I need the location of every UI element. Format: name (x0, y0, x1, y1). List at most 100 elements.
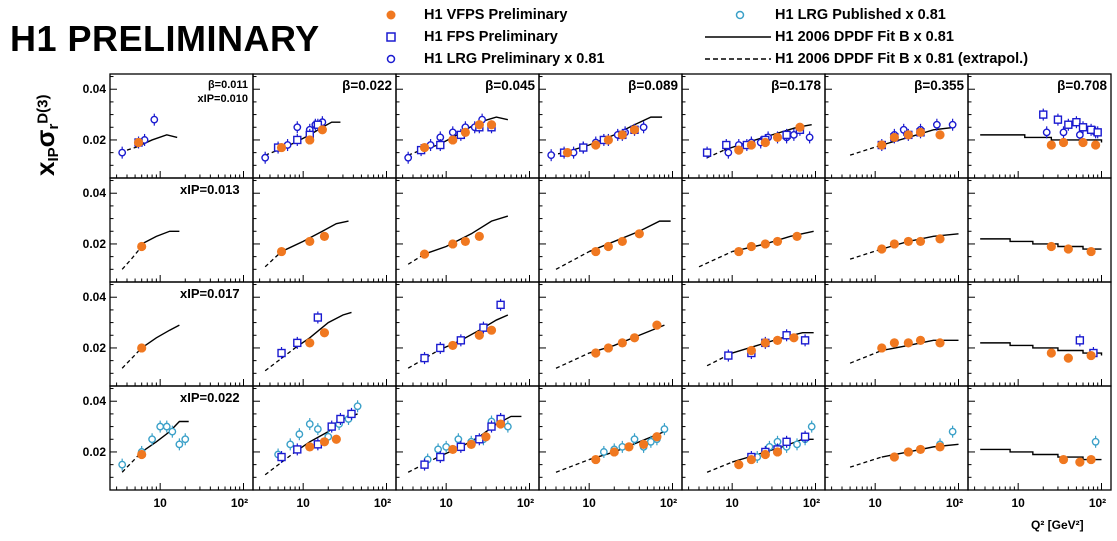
fps-point (1078, 123, 1088, 132)
x-axis-label: Q² [GeV²] (1031, 518, 1084, 532)
vfps-point (617, 338, 627, 348)
vfps-point (889, 239, 899, 249)
fps-point (1039, 110, 1048, 119)
lrg-published-point (156, 422, 165, 431)
fit-extrapolated-line (264, 451, 296, 476)
vfps-point (734, 145, 744, 155)
fps-point (800, 336, 810, 345)
vfps-point (460, 127, 470, 137)
fit-line (732, 230, 814, 253)
panel-r0-c3: β=0.089 (538, 73, 683, 179)
x-tick-label: 10² (946, 496, 963, 510)
panel-r2-c1 (252, 281, 397, 387)
panel-r1-c4 (681, 177, 826, 283)
lrg-published-point (168, 427, 177, 436)
panel-r0-c5: β=0.355 (824, 73, 969, 179)
fps-point (496, 300, 505, 310)
fps-point (293, 338, 302, 348)
fps-point (722, 140, 731, 150)
lrg-published-point (630, 435, 639, 444)
vfps-point (331, 434, 341, 444)
vfps-point (305, 236, 315, 247)
panel-frame (824, 177, 969, 283)
vfps-point (734, 460, 744, 470)
fps-point (1053, 115, 1063, 124)
panel-r3-c6: 10 10² (967, 385, 1112, 510)
vfps-point (591, 140, 601, 150)
vfps-point (603, 343, 613, 353)
vfps-point (319, 328, 330, 338)
fps-point (313, 120, 323, 129)
panel-r3-c4: 10 10² (681, 385, 826, 510)
vfps-point (419, 249, 430, 259)
vfps-point (1086, 350, 1096, 361)
y-tick-label: 0.04 (83, 290, 107, 304)
panel-r0-c1: β=0.022 (252, 73, 397, 179)
beta-label: β=0.022 (342, 78, 392, 93)
xip-label: xIP=0.017 (180, 286, 240, 301)
fit-line (980, 134, 1103, 143)
vfps-point (305, 338, 315, 348)
fit-extrapolated-line (849, 456, 882, 468)
fit-extrapolated-line (121, 347, 143, 369)
vfps-point (760, 338, 770, 348)
vfps-point (935, 234, 945, 244)
lrg-published-point (353, 402, 362, 411)
fps-point (800, 432, 810, 441)
lrg-preliminary-point (150, 115, 159, 124)
vfps-point (903, 338, 913, 348)
x-tick-label: 10² (517, 496, 534, 510)
fps-point (479, 323, 488, 332)
lrg-published-point (793, 440, 801, 449)
fps-point (1075, 336, 1085, 345)
x-tick-label: 10 (868, 496, 882, 510)
vfps-point (1046, 348, 1056, 358)
lrg-published-point (286, 440, 295, 449)
fps-point (327, 422, 336, 431)
vfps-point (591, 454, 601, 465)
fit-line (731, 438, 814, 463)
lrg-published-point (305, 420, 314, 428)
panel-frame (681, 281, 826, 387)
legend-fps: H1 FPS Preliminary (424, 29, 558, 45)
fps-point (436, 343, 445, 353)
fit-line (141, 230, 180, 245)
fit-line (980, 342, 1103, 356)
fit-line (980, 448, 1102, 461)
fit-line (980, 238, 1102, 250)
panel-frame (824, 281, 969, 387)
vfps-point (746, 241, 756, 252)
vfps-point (276, 142, 287, 153)
vfps-point (877, 343, 887, 353)
vfps-point (562, 148, 573, 158)
vfps-point (1063, 353, 1073, 363)
vfps-point (617, 130, 627, 140)
vfps-point (652, 432, 662, 442)
panel-r3-c5: 10 10² (824, 385, 969, 510)
fps-point (782, 331, 791, 340)
beta-label: β=0.045 (485, 78, 535, 93)
panel-r1-c2 (395, 177, 540, 283)
legend-fit-extrap: H1 2006 DPDF Fit B x 0.81 (extrapol.) (775, 51, 1029, 67)
panel-frame (824, 385, 969, 491)
lrg-preliminary-point (1075, 130, 1084, 139)
vfps-point (935, 338, 945, 348)
vfps-point (448, 135, 458, 145)
lrg-published-point (807, 422, 816, 431)
fps-point (1072, 117, 1081, 127)
lrg-published-point (660, 425, 669, 434)
xip-label: xIP=0.022 (180, 390, 240, 405)
lrg-preliminary-point (1042, 128, 1051, 137)
x-tick-label: 10² (231, 496, 248, 510)
panel-r2-c6 (967, 281, 1112, 387)
vfps-point (481, 432, 491, 442)
vfps-point (795, 122, 805, 132)
fit-extrapolated-line (126, 146, 136, 151)
y-tick-label: 0.02 (83, 237, 107, 251)
lrg-published-point (1091, 437, 1100, 446)
vfps-point (1091, 140, 1101, 150)
fit-line (588, 220, 671, 253)
vfps-point (746, 454, 756, 465)
vfps-point (746, 345, 756, 356)
